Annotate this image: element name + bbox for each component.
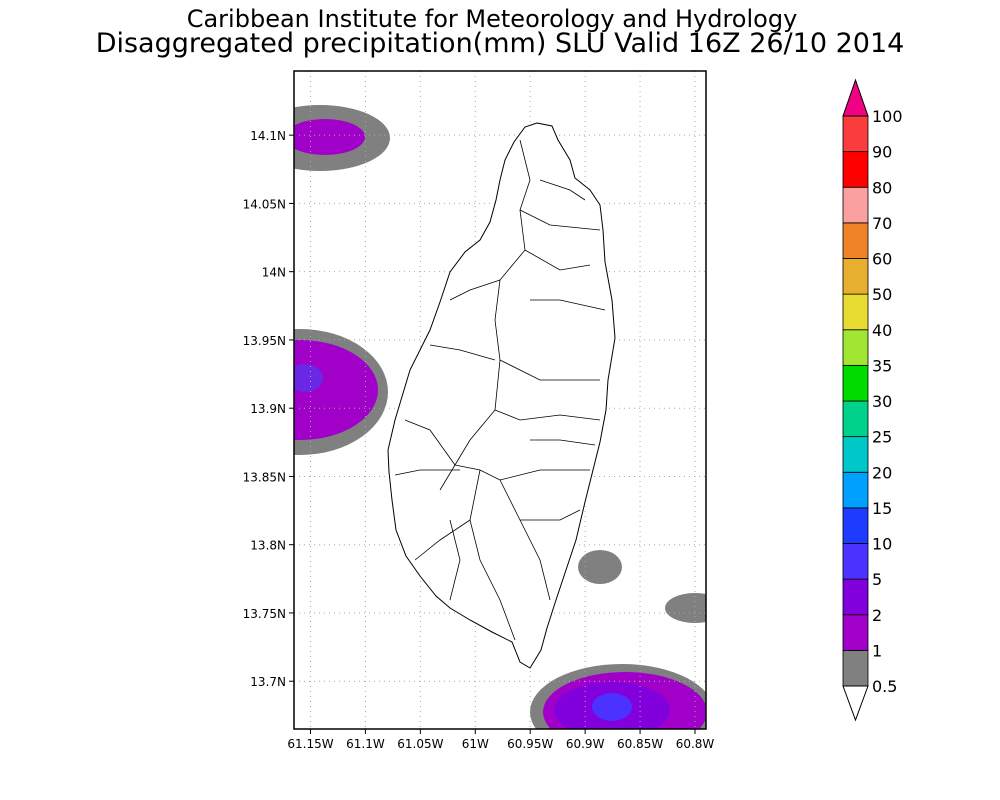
map-axes: 61.15W 61.1W 61.05W 61W 60.95W 60.9W 60.85W 60.… xyxy=(243,129,715,751)
lon-tick-label: 61W xyxy=(462,737,489,751)
colorbar-swatch xyxy=(842,115,869,153)
colorbar-label: 25 xyxy=(872,428,892,447)
lon-tick-label: 61.15W xyxy=(287,737,333,751)
colorbar-label: 30 xyxy=(872,392,892,411)
colorbar-swatch xyxy=(842,578,869,616)
colorbar-swatch xyxy=(842,507,869,544)
colorbar-label: 20 xyxy=(872,463,892,482)
lon-tick-label: 61.05W xyxy=(397,737,443,751)
colorbar-label: 50 xyxy=(872,285,892,304)
precip-area-east-edge xyxy=(665,593,706,623)
lat-tick-label: 13.9N xyxy=(250,402,286,416)
colorbar-under-triangle xyxy=(842,685,869,722)
lat-tick-label: 14.1N xyxy=(250,129,286,143)
precip-area-south-core xyxy=(592,693,632,721)
colorbar-swatch xyxy=(842,293,869,331)
precip-area-northwest xyxy=(294,119,365,155)
colorbar-swatch xyxy=(842,222,869,259)
colorbar-swatch xyxy=(842,436,869,473)
precip-area-east-small xyxy=(578,550,622,584)
lat-tick-label: 13.7N xyxy=(250,675,286,689)
colorbar-label: 0.5 xyxy=(872,677,897,696)
title-institute: Caribbean Institute for Meteorology and … xyxy=(187,5,798,33)
lat-tick-label: 13.8N xyxy=(250,539,286,553)
precipitation-field xyxy=(294,105,706,729)
precip-area-west-core xyxy=(294,364,323,392)
colorbar-label: 40 xyxy=(872,321,892,340)
lon-tick-label: 60.9W xyxy=(566,737,605,751)
colorbar-swatch xyxy=(842,186,869,224)
colorbar-label: 5 xyxy=(872,570,882,589)
colorbar-swatch xyxy=(842,543,869,580)
lat-tick-label: 13.95N xyxy=(243,334,286,348)
colorbar-swatch xyxy=(842,471,869,509)
colorbar-label: 70 xyxy=(872,214,892,233)
lon-tick-label: 60.8W xyxy=(676,737,715,751)
colorbar-swatch xyxy=(842,329,869,366)
colorbar-swatch xyxy=(842,364,869,402)
precip-area-west xyxy=(294,340,378,440)
colorbar-swatch xyxy=(842,258,869,295)
colorbar-label: 35 xyxy=(872,356,892,375)
watershed-boundaries xyxy=(394,139,606,641)
lon-tick-label: 60.95W xyxy=(507,737,553,751)
lat-tick-label: 13.75N xyxy=(243,607,286,621)
colorbar-label: 90 xyxy=(872,143,892,162)
colorbar-label: 100 xyxy=(872,107,903,126)
colorbar-label: 80 xyxy=(872,178,892,197)
colorbar-swatch xyxy=(842,614,869,651)
lat-tick-label: 14N xyxy=(262,266,286,280)
colorbar-label: 1 xyxy=(872,641,882,660)
lon-tick-label: 61.1W xyxy=(346,737,385,751)
saint-lucia-island xyxy=(387,122,616,669)
lon-tick-label: 60.85W xyxy=(617,737,663,751)
title-product: Disaggregated precipitation(mm) SLU Vali… xyxy=(96,28,905,59)
coastline xyxy=(387,122,616,669)
colorbar-swatch xyxy=(842,400,869,438)
map-frame xyxy=(293,70,707,730)
colorbar-over-triangle xyxy=(842,78,869,117)
colorbar-label: 2 xyxy=(872,606,882,625)
colorbar-label: 15 xyxy=(872,499,892,518)
colorbar-swatch xyxy=(842,649,869,687)
lat-tick-label: 14.05N xyxy=(243,197,286,211)
lat-tick-label: 13.85N xyxy=(243,470,286,484)
colorbar-swatch xyxy=(842,151,869,188)
colorbar-label: 10 xyxy=(872,535,892,554)
colorbar-label: 60 xyxy=(872,250,892,269)
